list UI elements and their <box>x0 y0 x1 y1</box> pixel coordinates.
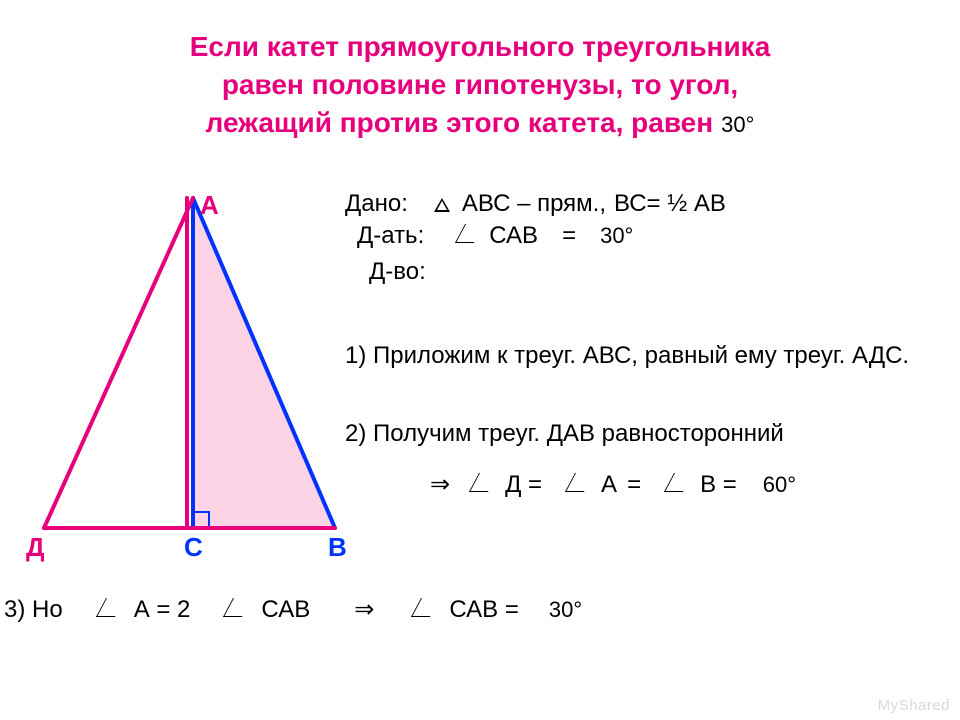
step2b-d: Д = <box>505 471 542 499</box>
step2b-eq2: = <box>627 471 641 499</box>
proof-label-line: Д-во: <box>369 258 945 286</box>
angle-icon <box>664 473 693 492</box>
vertex-label: А <box>200 190 219 221</box>
step-1: 1) Приложим к треуг. АВС, равный ему тре… <box>345 340 945 371</box>
given-cond: ВС= ½ АВ <box>614 190 726 218</box>
vertex-label: В <box>328 532 347 563</box>
title-line-1: Если катет прямоугольного треугольника <box>0 28 960 66</box>
implies-icon: ⇒ <box>354 595 372 624</box>
implies-icon: ⇒ <box>430 470 448 499</box>
title-line-3: лежащий против этого катета, равен <box>206 104 714 142</box>
proof-label: Д-во: <box>369 258 426 286</box>
title-line-2: равен половине гипотенузы, то угол, <box>0 66 960 104</box>
angle-icon <box>411 598 440 617</box>
angle-icon <box>96 598 125 617</box>
step3-cab: САВ <box>261 596 310 624</box>
given-label: Дано: <box>345 190 408 218</box>
step3-val: 30° <box>549 597 582 623</box>
given-tri: АВС – прям., <box>462 190 606 218</box>
given-line: Дано: АВС – прям., ВС= ½ АВ <box>345 190 945 218</box>
step3-prefix: 3) Но <box>4 596 63 624</box>
toprove-label: Д-ать: <box>357 222 424 250</box>
step2b-val: 60° <box>763 472 796 498</box>
step3-a2: А = 2 <box>134 596 191 624</box>
toprove-eq: = <box>562 222 576 250</box>
step2b-a: А <box>601 471 617 499</box>
step-3: 3) Но А = 2 САВ ⇒ САВ = 30° <box>0 595 960 624</box>
toprove-line: Д-ать: САВ = 30° <box>357 222 945 250</box>
angle-icon <box>565 473 594 492</box>
angle-icon <box>469 473 498 492</box>
angle-icon <box>223 598 252 617</box>
triangle-icon <box>434 198 450 212</box>
step3-cabeq: САВ = <box>449 596 519 624</box>
step2b-b: В = <box>700 471 737 499</box>
vertex-label: С <box>184 532 203 563</box>
toprove-angle: САВ <box>489 222 538 250</box>
title-30deg: 30° <box>721 112 754 138</box>
triangle-diagram: АДСВ <box>20 190 340 570</box>
angle-icon <box>455 224 484 243</box>
step-2b: ⇒ Д = А = В = 60° <box>430 470 796 499</box>
vertex-label: Д <box>26 532 45 563</box>
step-2: 2) Получим треуг. ДАВ равносторонний <box>345 420 955 448</box>
toprove-val: 30° <box>600 223 633 249</box>
watermark: MyShared <box>878 697 950 714</box>
